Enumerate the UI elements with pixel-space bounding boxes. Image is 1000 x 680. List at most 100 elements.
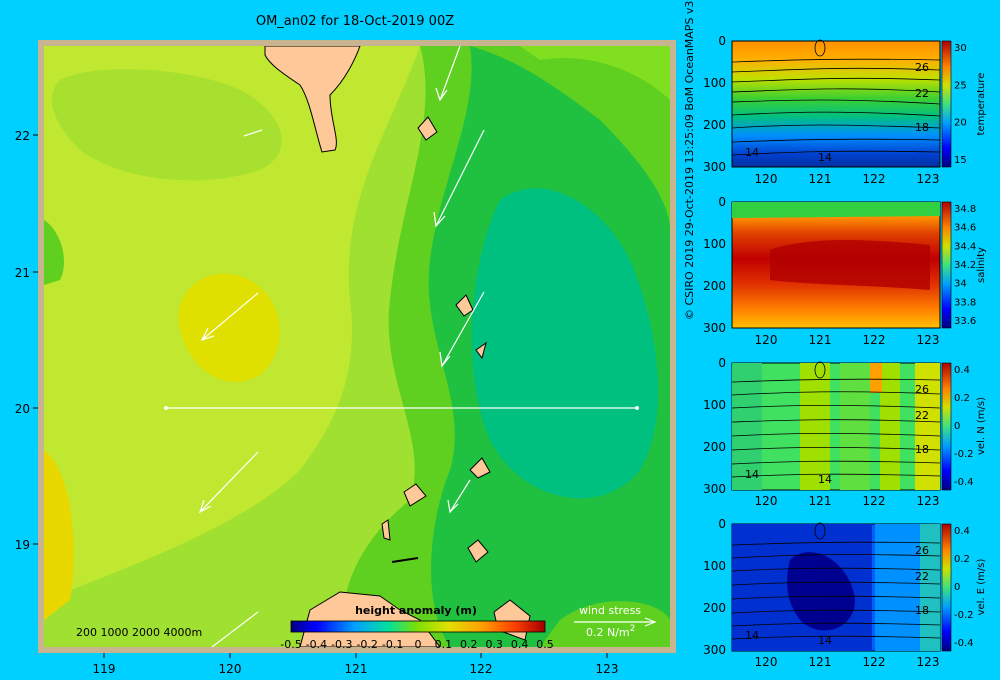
- vel-n-panel: [731, 361, 941, 491]
- x-tick: 122: [470, 662, 493, 676]
- lon-tick: 122: [863, 333, 886, 347]
- depth-tick: 300: [703, 643, 726, 657]
- contour-label: 14: [818, 473, 832, 486]
- lon-tick: 122: [863, 494, 886, 508]
- salinity-panel: [731, 201, 941, 329]
- colorbar-tick: 34.8: [954, 204, 976, 215]
- colorbar-tick: -0.2: [954, 449, 974, 460]
- variable-label: vel. E (m/s): [976, 558, 987, 615]
- y-tick: 20: [15, 402, 30, 416]
- colorbar-tick: 0.4: [511, 638, 529, 651]
- depth-tick: 100: [703, 398, 726, 412]
- depth-tick: 200: [703, 601, 726, 615]
- page-title: OM_an02 for 18-Oct-2019 00Z: [255, 14, 455, 29]
- colorbar-tick: 34.2: [954, 260, 976, 271]
- contour-label: 18: [915, 121, 929, 134]
- colorbar-tick: -0.4: [954, 638, 974, 649]
- lon-tick: 122: [863, 172, 886, 186]
- contour-label: 22: [915, 570, 929, 583]
- colorbar-tick: 33.8: [954, 297, 976, 308]
- depth-tick: 0: [718, 34, 726, 48]
- colorbar-tick: 25: [954, 80, 967, 91]
- contour-label: 18: [915, 604, 929, 617]
- y-tick: 19: [15, 538, 30, 552]
- lon-tick: 120: [755, 655, 778, 669]
- colorbar-tick: 0.4: [954, 365, 970, 376]
- colorbar-tick: 0.2: [954, 393, 970, 404]
- lon-tick: 121: [809, 172, 832, 186]
- colorbar-tick: -0.2: [954, 610, 974, 621]
- colorbar-tick: 33.6: [954, 316, 976, 327]
- depth-tick: 200: [703, 118, 726, 132]
- depth-tick: 100: [703, 559, 726, 573]
- colorbar-tick: -0.5: [280, 638, 301, 651]
- depth-tick: 0: [718, 356, 726, 370]
- colorbar-tick: 15: [954, 155, 967, 166]
- wind-stress-arrows: [198, 46, 485, 647]
- depth-tick: 300: [703, 321, 726, 335]
- vel-e-panel: [731, 522, 941, 652]
- lon-tick: 120: [755, 172, 778, 186]
- colorbar-tick: 0.1: [435, 638, 453, 651]
- lon-tick: 122: [863, 655, 886, 669]
- colorbar-tick: 0.4: [954, 526, 970, 537]
- lon-tick: 123: [917, 494, 940, 508]
- colorbar-tick: 20: [954, 118, 967, 129]
- taiwan-landmass: [264, 46, 361, 153]
- contour-label: 26: [915, 61, 929, 74]
- colorbar-tick: -0.4: [306, 638, 327, 651]
- x-tick: 120: [219, 662, 242, 676]
- colorbar-title: height anomaly (m): [355, 604, 477, 617]
- depth-tick: 0: [718, 195, 726, 209]
- contour-label: 26: [915, 383, 929, 396]
- colorbar-tick: 0.5: [536, 638, 554, 651]
- colorbar-tick: -0.1: [382, 638, 403, 651]
- contour-label: 22: [915, 409, 929, 422]
- depth-tick: 200: [703, 279, 726, 293]
- contour-label: 14: [745, 146, 759, 159]
- y-tick: 22: [15, 129, 30, 143]
- contour-label: 14: [818, 151, 832, 164]
- lon-tick: 120: [755, 494, 778, 508]
- contour-label: 18: [915, 443, 929, 456]
- lon-tick: 121: [809, 333, 832, 347]
- colorbar: [290, 620, 546, 633]
- colorbar-tick: 34.6: [954, 223, 976, 234]
- map-field: [44, 46, 670, 647]
- colorbar-tick: 34: [954, 279, 967, 290]
- lon-tick: 120: [755, 333, 778, 347]
- x-tick: 119: [93, 662, 116, 676]
- luzon-landmass: [299, 591, 441, 647]
- variable-label: salinity: [976, 247, 987, 283]
- contour-label: 14: [745, 468, 759, 481]
- contour-label: 26: [915, 544, 929, 557]
- depth-tick: 100: [703, 76, 726, 90]
- colorbar-tick: 0: [954, 421, 960, 432]
- depth-tick: 100: [703, 237, 726, 251]
- colorbar-tick: 0.3: [485, 638, 503, 651]
- depth-tick: 0: [718, 517, 726, 531]
- colorbar-tick: -0.3: [331, 638, 352, 651]
- contour-label: 22: [915, 87, 929, 100]
- colorbar-tick: -0.4: [954, 477, 974, 488]
- colorbar-tick: 0.2: [460, 638, 478, 651]
- colorbar-ticks: -0.5 -0.4 -0.3 -0.2 -0.1 0 0.1 0.2 0.3 0.4 0.5: [280, 638, 553, 651]
- contour-label: 14: [818, 634, 832, 647]
- colorbar-tick: 30: [954, 43, 967, 54]
- wind-scale: 0.2 N/m2: [586, 624, 635, 639]
- x-tick: 123: [596, 662, 619, 676]
- colorbar-tick: 0.2: [954, 554, 970, 565]
- lon-tick: 123: [917, 333, 940, 347]
- depth-legend: 200 1000 2000 4000m: [76, 626, 202, 639]
- x-tick: 121: [345, 662, 368, 676]
- section-panels: 0 100 200 300 120 121 122 123 30 25 20 15 temperatur…: [703, 34, 987, 669]
- lon-tick: 121: [809, 655, 832, 669]
- wind-legend-label: wind stress: [579, 604, 641, 617]
- contour-label: 14: [745, 629, 759, 642]
- temperature-panel: [731, 39, 941, 168]
- colorbar-tick: 0: [954, 582, 960, 593]
- colorbar-tick: -0.2: [356, 638, 377, 651]
- lon-tick: 123: [917, 172, 940, 186]
- variable-label: vel. N (m/s): [976, 397, 987, 455]
- y-tick: 21: [15, 266, 30, 280]
